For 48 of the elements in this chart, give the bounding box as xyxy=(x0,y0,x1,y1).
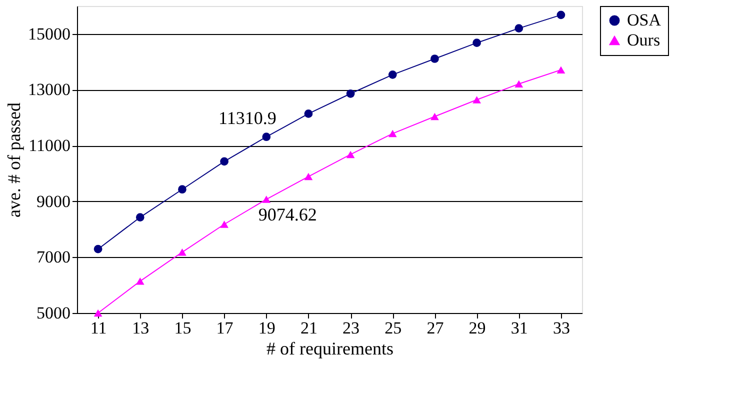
x-tick-label: 31 xyxy=(510,318,528,338)
x-tick-label: 29 xyxy=(468,318,486,338)
point xyxy=(388,130,397,138)
point xyxy=(514,80,524,88)
x-tick-label: 13 xyxy=(132,318,150,338)
point xyxy=(556,66,566,74)
annotation: 11310.9 xyxy=(218,108,276,128)
point xyxy=(304,110,313,118)
x-tick-label: 11 xyxy=(90,318,107,338)
y-axis-title: ave. # of passed xyxy=(4,102,24,218)
x-tick-label: 21 xyxy=(300,318,318,338)
point xyxy=(514,24,524,32)
point xyxy=(262,132,271,142)
point xyxy=(556,10,566,20)
point xyxy=(472,96,481,104)
point xyxy=(220,157,228,166)
y-tick-label: 9000 xyxy=(36,192,70,211)
y-tick-label: 7000 xyxy=(36,248,70,267)
x-tick-label: 23 xyxy=(342,318,360,338)
point xyxy=(388,70,397,79)
x-tick-label: 19 xyxy=(258,318,276,338)
y-tick-label: 11000 xyxy=(28,136,70,156)
point xyxy=(178,248,186,256)
x-tick-label: 25 xyxy=(384,318,402,338)
y-tick-label: 15000 xyxy=(28,24,70,44)
legend-label: Ours xyxy=(627,30,660,50)
x-tick-label: 17 xyxy=(216,318,234,338)
point xyxy=(262,196,271,203)
point xyxy=(136,213,144,222)
annotation: 9074.62 xyxy=(258,204,317,224)
x-axis-title: # of requirements xyxy=(266,338,394,358)
point xyxy=(472,38,481,48)
point xyxy=(346,89,355,98)
x-tick-label: 33 xyxy=(552,318,570,338)
point xyxy=(304,172,313,180)
point xyxy=(178,185,186,194)
point xyxy=(430,54,439,63)
point xyxy=(220,220,228,228)
point xyxy=(346,150,355,158)
point xyxy=(94,244,102,254)
y-tick-label: 5000 xyxy=(36,304,70,322)
y-tick-label: 13000 xyxy=(28,80,70,100)
point xyxy=(430,112,439,120)
point xyxy=(94,309,102,317)
legend-label: OSA xyxy=(627,10,662,30)
point xyxy=(136,278,144,285)
x-tick-label: 27 xyxy=(426,318,444,338)
x-tick-label: 15 xyxy=(174,318,192,338)
